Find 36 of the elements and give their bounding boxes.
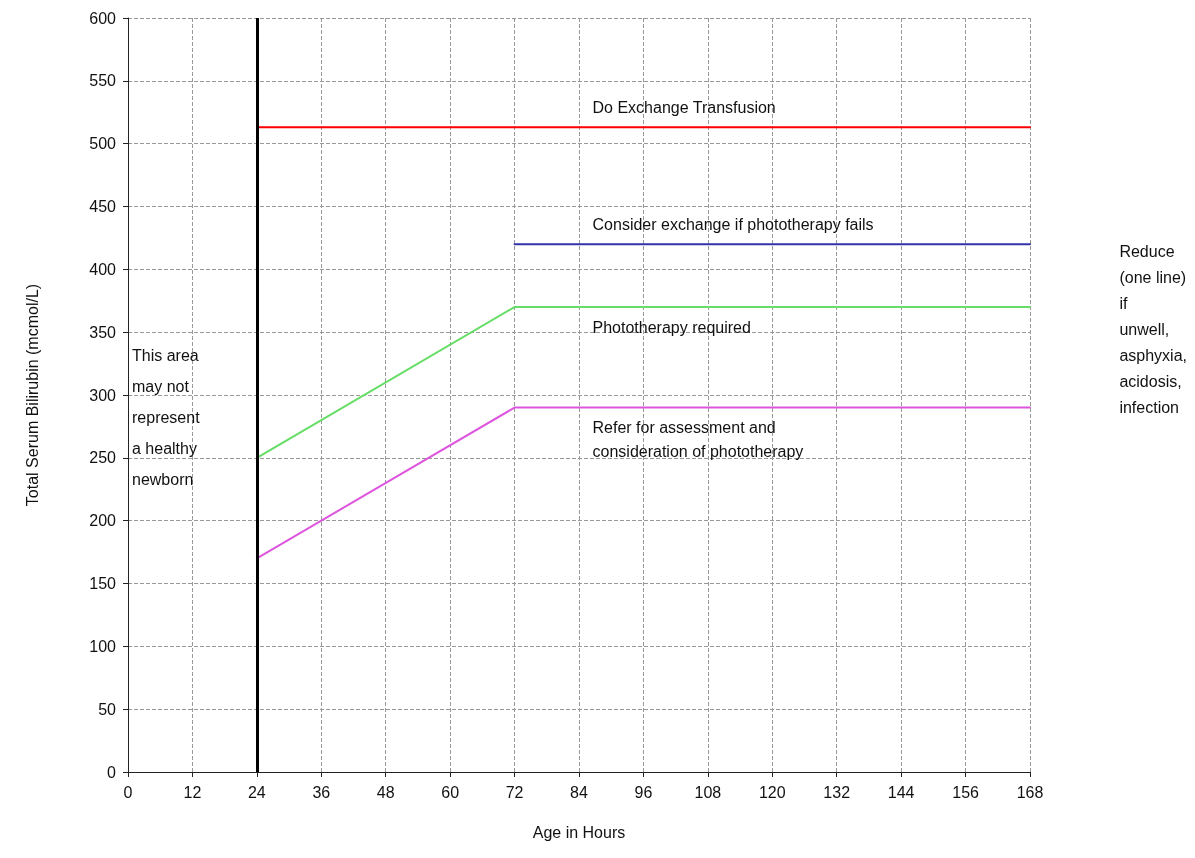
x-tick-label: 156 bbox=[952, 783, 980, 801]
x-tick-label: 0 bbox=[123, 783, 133, 801]
x-tick-label: 120 bbox=[758, 783, 786, 801]
text: Reduce (one line) if unwell, asphyxia, acidosis, infection bbox=[1119, 242, 1187, 416]
y-tick-label: 150 bbox=[89, 575, 117, 592]
y-tick-label: 0 bbox=[107, 763, 117, 781]
y-tick-label: 500 bbox=[89, 135, 117, 153]
x-tick-label: 12 bbox=[183, 783, 202, 801]
x-tick-label: 108 bbox=[694, 783, 722, 801]
y-tick-label: 450 bbox=[89, 198, 117, 215]
x-tick-label: 96 bbox=[634, 783, 653, 801]
y-tick-label: 250 bbox=[89, 449, 117, 467]
x-tick-label: 72 bbox=[505, 783, 524, 801]
series-label: Phototherapy required bbox=[592, 318, 751, 336]
y-axis-title: Total Serum Bilirubin (mcmol/L) bbox=[23, 283, 41, 507]
x-tick-label: 24 bbox=[247, 783, 266, 801]
y-tick-label: 550 bbox=[89, 72, 117, 90]
x-tick-label: 60 bbox=[441, 783, 460, 801]
x-tick-label: 36 bbox=[312, 783, 331, 801]
x-tick-label: 48 bbox=[376, 783, 395, 801]
x-tick-label: 84 bbox=[570, 783, 588, 801]
series-label: Consider exchange if phototherapy fails bbox=[592, 215, 874, 233]
y-tick-label: 600 bbox=[89, 9, 117, 27]
series-label: Do Exchange Transfusion bbox=[592, 98, 776, 116]
y-tick-label: 400 bbox=[89, 260, 117, 278]
y-tick-label: 300 bbox=[89, 386, 117, 404]
annotation: This area may not represent a healthy newborn bbox=[132, 347, 201, 488]
y-tick-label: 100 bbox=[89, 637, 117, 655]
x-tick-label: 132 bbox=[823, 783, 851, 801]
x-tick-label: 144 bbox=[887, 783, 915, 801]
x-axis-title: Age in Hours bbox=[532, 823, 626, 841]
y-tick-label: 200 bbox=[89, 512, 117, 530]
y-tick-label: 350 bbox=[89, 323, 117, 341]
series-label: Refer for assessment and consideration of phototherapy bbox=[592, 419, 804, 461]
x-tick-label: 168 bbox=[1016, 783, 1044, 801]
y-tick-label: 50 bbox=[98, 700, 117, 718]
